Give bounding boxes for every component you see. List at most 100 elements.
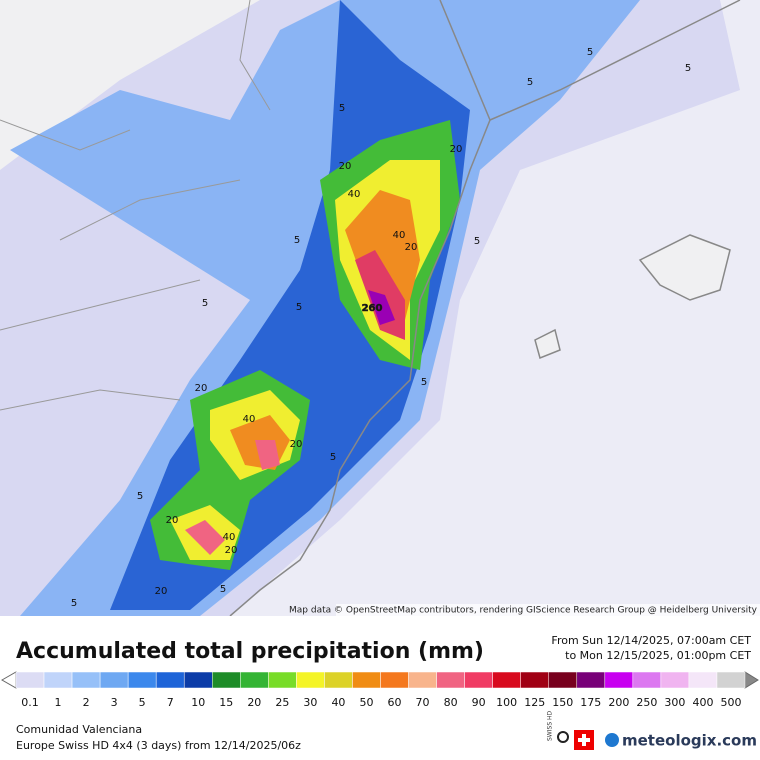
contour-label: 20	[290, 439, 303, 450]
contour-label: 40	[243, 414, 256, 425]
scale-label: 1	[55, 696, 62, 709]
scale-swatch	[604, 671, 634, 689]
scale-swatch	[716, 671, 746, 689]
contour-label: 20	[166, 515, 179, 526]
contour-label: 5	[137, 491, 143, 502]
scale-swatch	[296, 671, 325, 689]
scale-label: 30	[303, 696, 317, 709]
coastline	[489, 0, 741, 121]
contour-label: 5	[294, 235, 300, 246]
contour-label: 20	[450, 144, 463, 155]
swiss-cross	[578, 734, 590, 746]
scale-label: 200	[608, 696, 629, 709]
scale-label: 70	[416, 696, 430, 709]
date-to: to Mon 12/15/2025, 01:00pm CET	[565, 649, 751, 662]
scale-swatch	[212, 671, 241, 689]
date-from: From Sun 12/14/2025, 07:00am CET	[551, 634, 751, 647]
contour-label: 260	[362, 303, 383, 314]
scale-swatch	[436, 671, 465, 689]
scale-label: 175	[580, 696, 601, 709]
scale-swatch	[183, 671, 213, 689]
contour-label: 40	[393, 230, 406, 241]
precip-pink	[255, 440, 280, 470]
contour-label: 5	[202, 298, 208, 309]
scale-label: 15	[219, 696, 233, 709]
attribution: Map data © OpenStreetMap contributors, r…	[289, 606, 758, 616]
scale-swatch	[548, 671, 578, 689]
contour-label: 20	[405, 242, 418, 253]
contour-label: 5	[296, 302, 302, 313]
region: Comunidad Valenciana	[16, 723, 142, 736]
scale-swatch	[99, 671, 129, 689]
scale-swatch	[268, 671, 297, 689]
scale-label: 80	[444, 696, 458, 709]
model: Europe Swiss HD 4x4 (3 days) from 12/14/…	[16, 739, 301, 752]
brand-icon	[605, 733, 619, 747]
scale-swatch	[632, 671, 662, 689]
contour-label: 20	[195, 383, 208, 394]
scale-label: 100	[496, 696, 517, 709]
map: Map data © OpenStreetMap contributors, r…	[0, 0, 760, 616]
contour-label: 20	[155, 586, 168, 597]
precip-purple	[368, 290, 395, 325]
scale-label: 125	[524, 696, 545, 709]
scale-label: 20	[247, 696, 261, 709]
scale-label: 2	[83, 696, 90, 709]
contour-label: 5	[330, 452, 336, 463]
scale-swatch	[352, 671, 381, 689]
legend-title: Accumulated total precipitation (mm)	[16, 639, 484, 664]
scale-swatch	[15, 671, 45, 689]
contour-label: 5	[220, 584, 226, 595]
scale-label: 3	[111, 696, 118, 709]
scale-label: 500	[721, 696, 742, 709]
scale-label: 5	[139, 696, 146, 709]
scale-swatch	[155, 671, 185, 689]
contour-label: 5	[685, 63, 691, 74]
scale-label: 60	[388, 696, 402, 709]
scale-swatch	[660, 671, 690, 689]
scale-label: 7	[167, 696, 174, 709]
scale-swatch	[43, 671, 73, 689]
scale-swatch	[127, 671, 157, 689]
scale-swatch	[408, 671, 437, 689]
brand: meteologix.com	[622, 732, 757, 750]
scale-swatch	[576, 671, 606, 689]
scale-label: 0.1	[21, 696, 39, 709]
contour-label: 5	[71, 598, 77, 609]
island	[638, 234, 731, 301]
contour-label: 5	[527, 77, 533, 88]
scale-label: 10	[191, 696, 205, 709]
coastline	[229, 0, 491, 616]
scale-swatch	[520, 671, 549, 689]
contour-label: 20	[225, 545, 238, 556]
scale-label: 90	[472, 696, 486, 709]
border	[0, 0, 271, 411]
scale-swatch	[324, 671, 353, 689]
scale-label: 150	[552, 696, 573, 709]
scale-swatch	[688, 671, 718, 689]
attribution-bg	[336, 604, 760, 616]
contour-label: 5	[421, 377, 427, 388]
contour-label: 5	[474, 236, 480, 247]
scale-label: 250	[636, 696, 657, 709]
scale-arrow-right	[744, 671, 759, 689]
scale-label: 25	[275, 696, 289, 709]
scale-swatch	[464, 671, 493, 689]
scale-label: 400	[692, 696, 713, 709]
scale-swatch	[240, 671, 269, 689]
legend: Accumulated total precipitation (mm) Fro…	[0, 634, 759, 752]
scale-swatch	[492, 671, 521, 689]
scale-label: 40	[331, 696, 345, 709]
scale-swatch	[380, 671, 409, 689]
scale-label: 50	[359, 696, 373, 709]
search-icon	[557, 731, 569, 743]
scale-label: 300	[664, 696, 685, 709]
scale-swatch	[71, 671, 101, 689]
contour-label: 5	[587, 47, 593, 58]
contour-label: 40	[223, 532, 236, 543]
precip-pink	[185, 520, 225, 555]
scale-arrow-left	[0, 671, 17, 689]
island	[534, 328, 561, 360]
contour-label: 40	[348, 189, 361, 200]
